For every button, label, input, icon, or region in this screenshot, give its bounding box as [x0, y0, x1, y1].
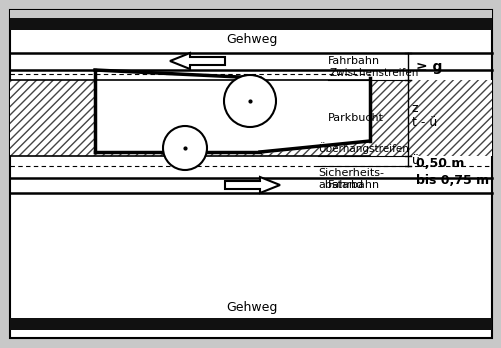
Text: t - ü: t - ü	[411, 117, 436, 129]
Bar	[10, 18, 491, 30]
Text: Fahrbahn: Fahrbahn	[327, 181, 379, 190]
Bar	[10, 10, 491, 18]
Text: Sicherheits-
abstand: Sicherheits- abstand	[317, 168, 383, 190]
Text: Gehweg: Gehweg	[226, 301, 277, 315]
Text: ≥ g: ≥ g	[415, 60, 441, 73]
Circle shape	[223, 75, 276, 127]
Bar	[369, 80, 491, 156]
Text: Überhangstreifen: Überhangstreifen	[317, 142, 408, 154]
Text: ü: ü	[411, 155, 419, 167]
Text: 0,50 m
bis 0,75 m: 0,50 m bis 0,75 m	[415, 157, 488, 187]
Bar	[10, 318, 491, 330]
Text: Fahrbahn: Fahrbahn	[327, 56, 379, 66]
FancyArrow shape	[224, 177, 280, 193]
Text: Parkbucht: Parkbucht	[327, 113, 383, 123]
Bar	[10, 80, 369, 156]
FancyArrow shape	[170, 53, 224, 69]
Text: Gehweg: Gehweg	[226, 33, 277, 47]
Polygon shape	[95, 70, 369, 154]
Text: z: z	[411, 102, 418, 114]
Circle shape	[163, 126, 206, 170]
Text: Zwischenstreifen: Zwischenstreifen	[329, 68, 418, 78]
